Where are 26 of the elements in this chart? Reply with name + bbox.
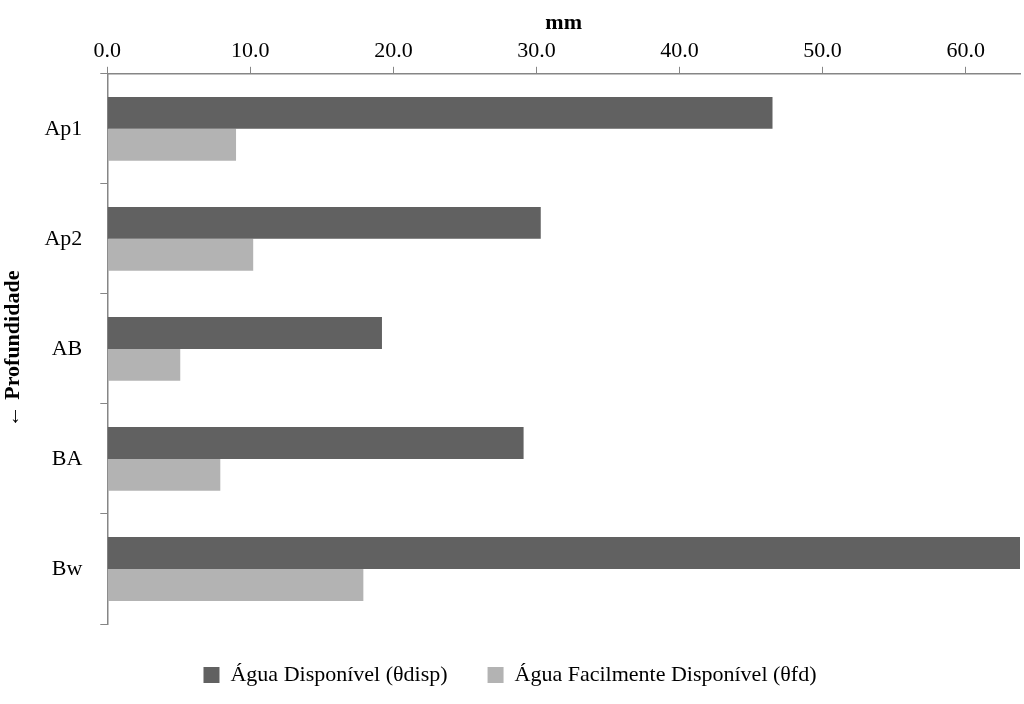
bar [107, 96, 773, 129]
x-tick-label: 40.0 [660, 37, 699, 63]
bar [107, 238, 254, 271]
x-tick-label: 30.0 [517, 37, 556, 63]
y-tick-label: Bw [51, 554, 83, 580]
x-tick-label: 50.0 [803, 37, 842, 63]
x-tick-label: 10.0 [231, 37, 270, 63]
bar [107, 568, 364, 601]
x-axis-title: mm [545, 8, 582, 34]
legend-label: Água Facilmente Disponível (θfd) [514, 660, 817, 686]
bar [107, 316, 382, 349]
bar [107, 348, 181, 381]
y-axis-title: ← Profundidade [0, 270, 24, 428]
bar [107, 427, 524, 459]
x-tick-label: 20.0 [374, 37, 413, 63]
y-tick-label: AB [51, 334, 83, 360]
bar [107, 537, 1020, 569]
x-tick-label: 60.0 [946, 37, 985, 63]
legend-label: Água Disponível (θdisp) [230, 660, 448, 686]
bar [107, 206, 541, 239]
bar [107, 458, 221, 491]
y-tick-label: BA [51, 444, 83, 470]
bar [107, 128, 237, 161]
y-tick-label: Ap1 [44, 114, 83, 140]
y-tick-label: Ap2 [44, 224, 83, 250]
x-tick-label: 0.0 [93, 37, 122, 63]
